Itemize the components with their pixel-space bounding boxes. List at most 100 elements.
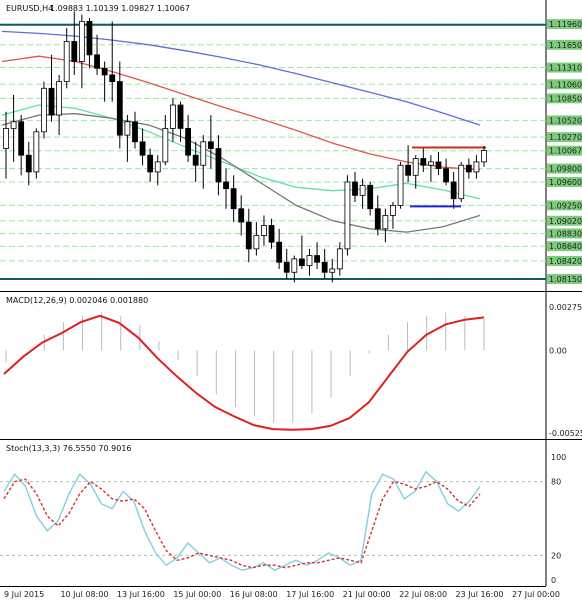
macd-header: MACD(12,26,9) 0.002046 0.001880 bbox=[6, 296, 148, 305]
ma-gray-line bbox=[1, 113, 481, 233]
price-axis-label: 1.09800 bbox=[549, 165, 582, 174]
candle-body bbox=[427, 161, 434, 166]
candle-body bbox=[291, 258, 298, 273]
macd-signal-line bbox=[3, 314, 485, 431]
stoch-axis-label: 80 bbox=[551, 478, 561, 487]
candle-body bbox=[253, 235, 260, 250]
time-axis-svg: 9 Jul 2015 10 Jul 08:00 13 Jul 16:00 15 Jul… bbox=[0, 586, 560, 599]
candle-body bbox=[450, 181, 457, 200]
candle-body bbox=[78, 20, 85, 62]
stoch-header: Stoch(13,3,3) 76.5550 70.9016 bbox=[6, 444, 132, 453]
candle-body bbox=[215, 148, 222, 183]
candle-body bbox=[481, 150, 487, 163]
candle-body bbox=[56, 81, 63, 116]
stoch-axis-label: 20 bbox=[551, 551, 561, 560]
candle-body bbox=[200, 141, 207, 166]
candle-body bbox=[116, 81, 123, 136]
candle-body bbox=[86, 20, 93, 56]
candle-body bbox=[336, 248, 343, 270]
candle-body bbox=[154, 161, 161, 173]
candle-body bbox=[435, 161, 442, 169]
candle-body bbox=[10, 121, 17, 129]
candle-body bbox=[238, 208, 245, 223]
time-axis-label: 9 Jul 2015 bbox=[4, 590, 44, 599]
price-chart[interactable]: 1.11960 1.11650 1.11310 1.11060 1.10850 1.105… bbox=[0, 0, 582, 291]
candle-body bbox=[18, 121, 25, 156]
candle-body bbox=[71, 41, 78, 62]
candle-body bbox=[283, 261, 290, 273]
time-axis-label: 22 Jul 08:00 bbox=[399, 590, 447, 599]
macd-axis-label: -0.005251 bbox=[549, 429, 582, 438]
price-axis-label: 1.11650 bbox=[549, 41, 582, 50]
price-axis-label: 1.09020 bbox=[549, 217, 582, 226]
price-axis-label: 1.10270 bbox=[549, 133, 582, 142]
time-axis-label: 21 Jul 00:00 bbox=[343, 590, 391, 599]
price-axis-label: 1.09250 bbox=[549, 201, 582, 210]
macd-chart[interactable]: 0.002758 0.00 -0.005251 MACD(12,26,9) 0.00… bbox=[0, 291, 582, 439]
price-axis-label: 1.08150 bbox=[549, 275, 582, 284]
candle-body bbox=[3, 128, 9, 149]
price-label-bg bbox=[547, 115, 582, 126]
price-axis-label: 1.08420 bbox=[549, 257, 582, 266]
time-axis-label: 13 Jul 16:00 bbox=[117, 590, 165, 599]
price-label-bg bbox=[547, 228, 582, 239]
price-chart-pane[interactable]: 1.11960 1.11650 1.11310 1.11060 1.10850 1.105… bbox=[0, 0, 582, 291]
time-axis-label: 27 Jul 00:00 bbox=[512, 590, 560, 599]
candle-body bbox=[367, 184, 374, 210]
price-axis-label: 1.09600 bbox=[549, 178, 582, 187]
macd-axis-label: 0.002758 bbox=[549, 303, 582, 312]
price-label-bg bbox=[547, 132, 582, 143]
price-label-bg bbox=[547, 273, 582, 284]
price-label-bg bbox=[547, 176, 582, 187]
stoch-signal-line bbox=[3, 478, 481, 569]
price-axis-label: 1.08830 bbox=[549, 229, 582, 238]
price-axis-label: 1.11310 bbox=[549, 64, 582, 73]
candle-body bbox=[473, 161, 480, 173]
candle-body bbox=[465, 164, 472, 173]
stochastic-chart[interactable]: 100 80 20 0 Stoch(13,3,3) 76.5550 70.9016 bbox=[0, 439, 582, 586]
price-label-bg bbox=[547, 79, 582, 90]
price-label-bg bbox=[547, 200, 582, 211]
time-axis-label: 10 Jul 08:00 bbox=[60, 590, 108, 599]
price-label-bg bbox=[547, 255, 582, 266]
candle-body bbox=[41, 87, 47, 133]
stoch-axis-label: 0 bbox=[551, 576, 556, 585]
time-axis: 9 Jul 2015 10 Jul 08:00 13 Jul 16:00 15 Jul… bbox=[0, 586, 582, 600]
candle-body bbox=[458, 164, 465, 200]
price-axis-label: 1.08640 bbox=[549, 242, 582, 251]
candle-body bbox=[223, 181, 229, 190]
candle-body bbox=[412, 158, 419, 176]
candle-body bbox=[299, 258, 305, 266]
price-label-bg bbox=[547, 39, 582, 50]
price-label-bg bbox=[547, 241, 582, 252]
candle-body bbox=[374, 208, 381, 230]
candle-body bbox=[382, 215, 389, 230]
candle-body bbox=[276, 241, 283, 263]
price-label-bg bbox=[547, 19, 582, 30]
price-label-bg bbox=[547, 93, 582, 104]
candle-body bbox=[25, 154, 32, 173]
candle-body bbox=[230, 188, 237, 210]
macd-pane[interactable]: 0.002758 0.00 -0.005251 MACD(12,26,9) 0.00… bbox=[0, 291, 582, 439]
candle-body bbox=[207, 141, 214, 149]
candle-body bbox=[329, 268, 336, 273]
candle-body bbox=[132, 121, 138, 143]
macd-axis-label: 0.00 bbox=[549, 346, 567, 355]
price-axis-label: 1.10520 bbox=[549, 116, 582, 125]
candle-body bbox=[124, 121, 131, 136]
price-label-bg bbox=[547, 215, 582, 226]
candle-body bbox=[405, 164, 412, 176]
candle-body bbox=[94, 54, 100, 69]
price-label-bg bbox=[547, 145, 582, 156]
candle-body bbox=[268, 225, 275, 243]
time-axis-label: 16 Jul 08:00 bbox=[230, 590, 278, 599]
price-header-values: 1.09883 1.10139 1.09827 1.10067 bbox=[50, 4, 190, 13]
candle-body bbox=[170, 104, 176, 129]
time-axis-label: 23 Jul 16:00 bbox=[456, 590, 504, 599]
stoch-axis-label: 100 bbox=[551, 453, 566, 462]
candle-body bbox=[344, 181, 351, 250]
candle-body bbox=[177, 104, 184, 129]
candle-body bbox=[352, 181, 358, 196]
candle-body bbox=[162, 128, 169, 163]
stochastic-pane[interactable]: 100 80 20 0 Stoch(13,3,3) 76.5550 70.9016 bbox=[0, 439, 582, 586]
